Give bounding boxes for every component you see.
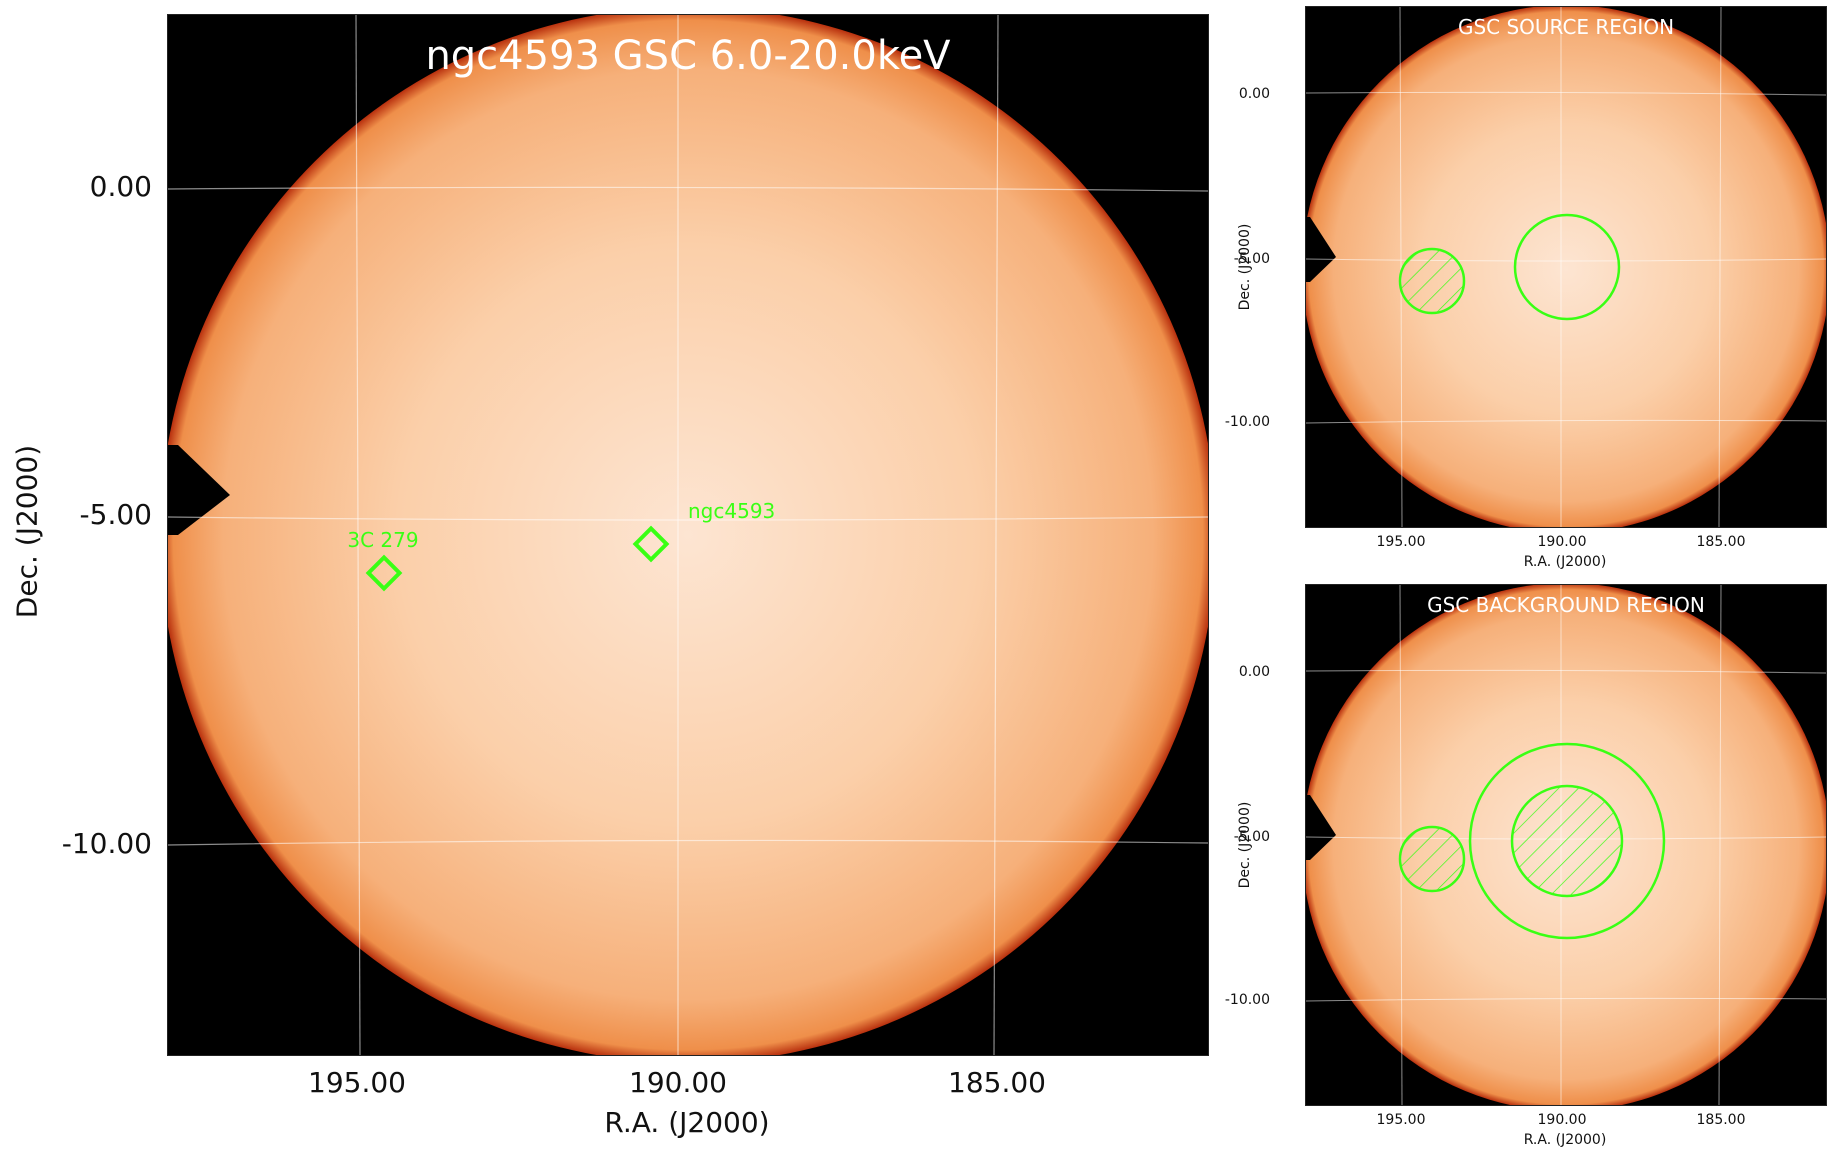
bkg-ytick-1: -5.00 — [1233, 829, 1270, 845]
source-region-image — [1306, 7, 1826, 527]
detector-notch — [1306, 217, 1336, 282]
main-ytick-2: -10.00 — [61, 827, 152, 860]
main-xtick-0: 195.00 — [308, 1066, 406, 1099]
background-region-image — [1306, 585, 1826, 1105]
src-xlabel: R.A. (J2000) — [1523, 554, 1607, 570]
source-marker-ngc4593[interactable] — [632, 525, 670, 563]
src-ytick-1: -5.00 — [1233, 251, 1270, 267]
bkg-xtick-2: 185.00 — [1696, 1112, 1746, 1128]
detector-notch — [168, 445, 230, 535]
detector-disk — [168, 15, 1208, 1055]
source-label-ngc4593: ngc4593 — [688, 499, 776, 523]
bkg-xlabel: R.A. (J2000) — [1523, 1132, 1607, 1148]
detector-notch — [1306, 795, 1336, 860]
src-ytick-0: 0.00 — [1238, 86, 1270, 102]
coordinate-grid — [168, 15, 1208, 1055]
src-xtick-2: 185.00 — [1696, 534, 1746, 550]
bkg-ytick-0: 0.00 — [1238, 664, 1270, 680]
bkg-xtick-1: 190.00 — [1537, 1112, 1587, 1128]
source-extraction-region[interactable] — [1513, 213, 1621, 321]
main-ylabel: Dec. (J2000) — [10, 444, 44, 619]
background-annulus-outer[interactable] — [1468, 742, 1666, 940]
main-xtick-1: 190.00 — [629, 1066, 727, 1099]
bkg-xtick-0: 195.00 — [1376, 1112, 1426, 1128]
main-xlabel: R.A. (J2000) — [604, 1106, 770, 1139]
excluded-region-3c279[interactable] — [1398, 247, 1466, 315]
src-xtick-1: 190.00 — [1537, 534, 1587, 550]
coordinate-grid — [1306, 7, 1826, 527]
main-ytick-0: 0.00 — [89, 170, 152, 203]
excluded-region-3c279[interactable] — [1398, 825, 1466, 893]
src-xtick-0: 195.00 — [1376, 534, 1426, 550]
bkg-ytick-2: -10.00 — [1224, 992, 1270, 1008]
bkg-ylabel: Dec. (J2000) — [1237, 801, 1253, 889]
source-marker-3c279[interactable] — [365, 554, 403, 592]
background-region-panel[interactable]: GSC BACKGROUND REGION — [1305, 584, 1827, 1106]
main-sky-image — [168, 15, 1208, 1055]
background-annulus-inner-excluded[interactable] — [1510, 784, 1624, 898]
main-xtick-2: 185.00 — [948, 1066, 1046, 1099]
main-ytick-1: -5.00 — [79, 498, 152, 531]
detector-disk — [1306, 7, 1826, 527]
source-label-3c279: 3C 279 — [347, 528, 419, 552]
main-image-panel[interactable]: 3C 279 ngc4593 ngc4593 GSC 6.0-20.0keV — [167, 14, 1209, 1056]
source-region-panel[interactable]: GSC SOURCE REGION — [1305, 6, 1827, 528]
src-ytick-2: -10.00 — [1224, 414, 1270, 430]
src-ylabel: Dec. (J2000) — [1237, 223, 1253, 311]
